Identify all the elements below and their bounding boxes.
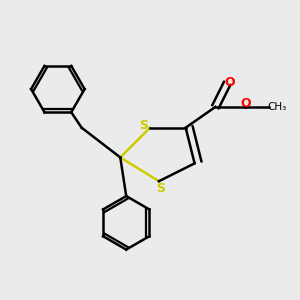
Text: S: S (156, 182, 165, 195)
Text: O: O (240, 98, 251, 110)
Text: CH₃: CH₃ (268, 102, 287, 112)
Text: O: O (224, 76, 235, 89)
Text: S: S (139, 119, 148, 132)
